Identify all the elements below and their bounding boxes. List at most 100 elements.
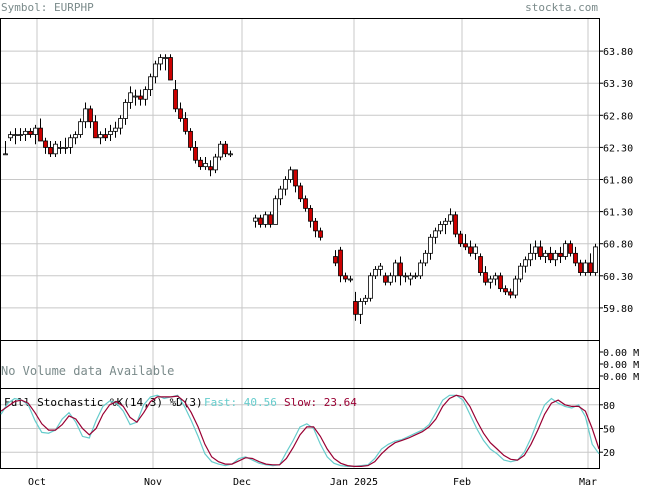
candle-body: [103, 134, 108, 139]
candlestick-series: [3, 54, 598, 324]
candle-body: [278, 188, 283, 200]
candle-body: [173, 89, 178, 110]
candle-body: [588, 262, 593, 273]
candle-body: [73, 134, 78, 139]
volume-tick-label: 0.00 M: [603, 360, 639, 371]
date-tick-label: Dec: [233, 477, 251, 486]
stochastic-tick-label: 50: [603, 425, 615, 436]
candle-body: [558, 252, 563, 257]
candle-body: [398, 262, 403, 277]
candle-body: [418, 262, 423, 277]
price-axis: 63.80 63.30 62.80 62.30 61.80 61.30 60.80 60.30…: [599, 47, 633, 315]
candle-body: [388, 275, 393, 283]
candle-body: [53, 143, 58, 155]
candle-body: [518, 265, 523, 280]
candle-body: [378, 265, 383, 270]
candle-body: [23, 130, 28, 135]
candle-body: [353, 301, 358, 315]
candle-body: [273, 198, 278, 225]
candle-body: [293, 169, 298, 187]
candle-body: [308, 207, 313, 222]
candle-body: [428, 236, 433, 254]
date-tick-label: Mar: [579, 477, 597, 486]
candle-body: [403, 275, 408, 278]
candle-body: [553, 252, 558, 261]
candle-body: [433, 230, 438, 238]
slow-value-label: Slow: 23.64: [284, 396, 357, 409]
date-tick-label: Jan 2025: [330, 477, 378, 486]
candle-body: [578, 262, 583, 273]
candle-body: [528, 252, 533, 261]
candle-body: [3, 153, 8, 156]
stochastic-title: Full Stochastic %K(14,3) %D(3): [4, 396, 203, 409]
candle-body: [78, 121, 83, 135]
volume-tick-label: 0.00 M: [603, 372, 639, 383]
candle-body: [188, 130, 193, 148]
candle-body: [83, 108, 88, 123]
candle-body: [393, 262, 398, 277]
candle-body: [68, 137, 73, 148]
candle-body: [478, 256, 483, 273]
slow-series-line: [0, 394, 600, 467]
candle-body: [443, 220, 448, 225]
candle-body: [523, 259, 528, 267]
candle-body: [383, 275, 388, 283]
candle-body: [38, 127, 43, 142]
brand-label: stockta.com: [525, 1, 598, 14]
candle-body: [63, 146, 68, 149]
candle-body: [13, 134, 18, 136]
candle-body: [98, 134, 103, 139]
stochastic-axis: 80 50 20: [599, 401, 615, 459]
candle-body: [453, 214, 458, 235]
candle-body: [413, 275, 418, 278]
fast-value-label: Fast: 40.56: [204, 396, 277, 409]
candle-body: [58, 146, 63, 149]
candle-body: [178, 108, 183, 119]
candle-body: [368, 275, 373, 299]
candle-body: [253, 217, 258, 222]
candle-body: [283, 179, 288, 190]
candle-body: [463, 243, 468, 248]
candle-body: [548, 252, 553, 261]
candle-body: [88, 108, 93, 123]
date-tick-label: Nov: [144, 477, 162, 486]
fast-series-line: [0, 394, 600, 467]
candle-body: [493, 275, 498, 280]
candle-body: [123, 102, 128, 119]
candle-body: [593, 246, 598, 273]
candle-body: [193, 146, 198, 161]
candle-body: [348, 278, 353, 281]
stochastic-tick-label: 80: [603, 401, 615, 412]
volume-axis: 0.00 M0.00 M0.00 M: [599, 348, 639, 383]
candle-body: [318, 230, 323, 238]
price-tick-label: 63.80: [603, 47, 633, 58]
candle-body: [338, 249, 343, 277]
candle-body: [108, 130, 113, 135]
candle-body: [118, 118, 123, 129]
candle-body: [158, 57, 163, 65]
candle-body: [448, 214, 453, 222]
candle-body: [363, 297, 368, 302]
candle-body: [213, 156, 218, 171]
date-axis: Oct Nov Dec Jan 2025 Feb Mar: [28, 477, 597, 486]
candle-body: [498, 275, 503, 290]
candle-body: [218, 143, 223, 158]
candle-body: [18, 134, 23, 136]
price-tick-label: 61.30: [603, 208, 633, 219]
date-tick-label: Oct: [28, 477, 46, 486]
candle-body: [488, 278, 493, 283]
candle-body: [148, 76, 153, 91]
candle-body: [133, 95, 138, 98]
candle-body: [358, 301, 363, 315]
candle-body: [303, 198, 308, 209]
no-volume-message: No Volume data Available: [1, 364, 174, 378]
candle-body: [183, 118, 188, 132]
candle-body: [423, 252, 428, 264]
candle-body: [468, 246, 473, 254]
candle-body: [228, 153, 233, 156]
candle-body: [93, 121, 98, 139]
candle-body: [538, 246, 543, 257]
candle-body: [223, 143, 228, 155]
candle-body: [513, 278, 518, 296]
candle-body: [288, 169, 293, 180]
